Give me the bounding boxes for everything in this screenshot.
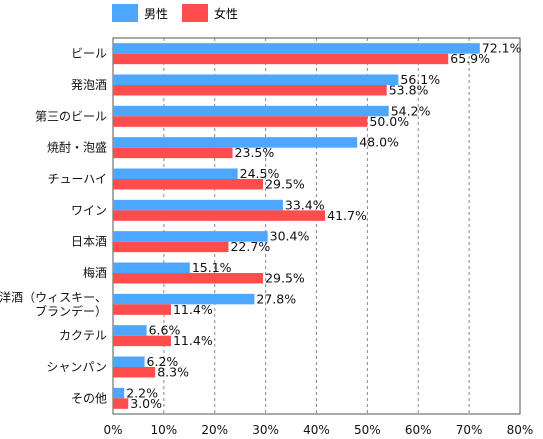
bar: [113, 293, 255, 305]
data-label: 8.3%: [157, 365, 189, 380]
x-tick-label: 40%: [303, 423, 330, 437]
bar: [113, 335, 171, 347]
x-tick-label: 10%: [151, 423, 178, 437]
data-label: 33.4%: [285, 197, 325, 212]
data-label: 11.4%: [173, 333, 213, 348]
bar: [113, 105, 389, 117]
data-label: 27.8%: [256, 291, 296, 306]
data-label: 6.6%: [149, 323, 181, 338]
legend-label-female: 女性: [214, 6, 239, 21]
plot-frame: [112, 37, 521, 415]
bar: [113, 147, 233, 159]
x-tick-label: 30%: [252, 423, 279, 437]
x-tick-label: 20%: [201, 423, 228, 437]
category-label: シャンパン: [46, 360, 107, 374]
category-label: ビール: [71, 47, 107, 61]
data-label: 48.0%: [359, 135, 399, 150]
bar: [113, 43, 480, 54]
data-label: 50.0%: [369, 114, 409, 129]
bar: [113, 262, 190, 273]
bar: [113, 387, 125, 399]
category-label: 日本酒: [71, 235, 107, 249]
data-label: 29.5%: [265, 177, 305, 192]
legend-label-male: 男性: [144, 6, 169, 21]
data-label: 22.7%: [230, 239, 270, 254]
category-label: 洋酒（ウィスキー、: [0, 289, 107, 304]
bar: [113, 210, 326, 221]
bar: [113, 179, 264, 190]
x-tick-label: 80%: [507, 423, 534, 437]
bar: [113, 356, 145, 367]
data-label: 3.0%: [130, 396, 162, 411]
data-label: 2.2%: [126, 385, 158, 400]
legend-swatch-female: [182, 4, 209, 22]
bar: [113, 325, 147, 336]
x-tick-label: 0%: [103, 423, 122, 437]
data-label: 24.5%: [240, 166, 280, 181]
bar: [113, 273, 264, 284]
category-label: 発泡酒: [71, 78, 107, 92]
category-label: 梅酒: [83, 265, 107, 280]
data-label: 56.1%: [400, 72, 440, 87]
legend: 男性 女性: [112, 4, 238, 22]
category-label: ブランデー）: [35, 303, 107, 318]
data-label: 72.1%: [482, 41, 522, 56]
bar: [113, 231, 268, 242]
data-label: 30.4%: [270, 229, 310, 244]
data-label: 54.2%: [391, 103, 431, 118]
category-label: 第三のビール: [35, 109, 107, 123]
category-label: 焼酎・泡盛: [47, 140, 107, 155]
bar: [113, 199, 283, 211]
category-label: その他: [71, 391, 107, 405]
data-label: 65.9%: [450, 51, 490, 66]
category-label: チューハイ: [47, 172, 107, 186]
x-tick-label: 60%: [405, 423, 432, 437]
x-tick-label: 50%: [354, 423, 381, 437]
bar: [113, 85, 387, 96]
data-label: 15.1%: [192, 260, 232, 275]
bar: [113, 398, 129, 409]
x-tick-label: 70%: [456, 423, 483, 437]
data-label: 6.2%: [147, 354, 179, 369]
bar: [113, 74, 399, 85]
legend-swatch-male: [112, 4, 138, 22]
bar: [113, 367, 156, 378]
bar: [113, 241, 229, 253]
bar: [113, 116, 368, 127]
bar: [113, 168, 238, 179]
data-label: 11.4%: [173, 302, 213, 317]
bar: [113, 53, 449, 65]
legend-item-male: 男性: [112, 4, 168, 22]
data-label: 53.8%: [389, 83, 429, 98]
category-label: カクテル: [59, 329, 107, 343]
data-label: 41.7%: [327, 208, 367, 223]
data-label: 23.5%: [235, 145, 275, 160]
data-label: 29.5%: [265, 271, 305, 286]
bar: [113, 137, 358, 148]
legend-item-female: 女性: [182, 4, 238, 22]
bar: [113, 304, 171, 315]
category-label: ワイン: [71, 203, 107, 217]
